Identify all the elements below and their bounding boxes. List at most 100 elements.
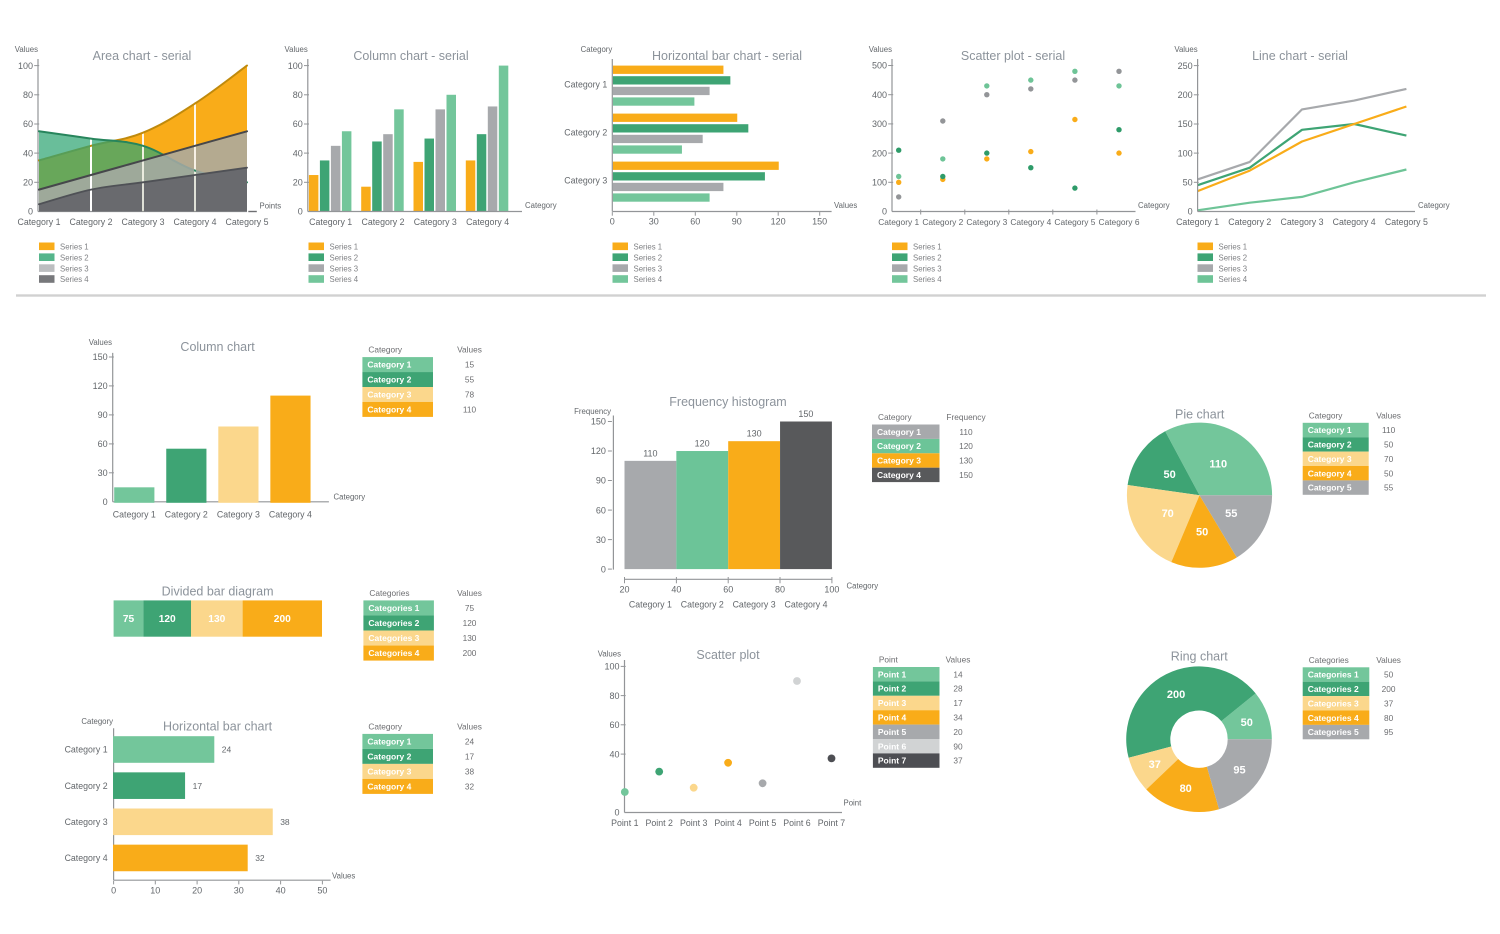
- svg-text:60: 60: [23, 119, 33, 129]
- svg-text:Series 1: Series 1: [330, 243, 359, 252]
- svg-text:110: 110: [463, 405, 477, 415]
- svg-text:Point 4: Point 4: [714, 818, 741, 828]
- svg-text:Point 7: Point 7: [818, 818, 845, 828]
- svg-text:Point 2: Point 2: [646, 818, 673, 828]
- svg-text:Category 2: Category 2: [564, 128, 607, 138]
- svg-text:90: 90: [953, 741, 963, 751]
- svg-text:Category 3: Category 3: [1280, 217, 1323, 227]
- svg-text:Values: Values: [946, 655, 971, 665]
- svg-text:Point 3: Point 3: [878, 698, 907, 708]
- svg-text:Category 5: Category 5: [225, 217, 268, 227]
- svg-text:Category 4: Category 4: [1308, 468, 1352, 478]
- svg-text:Values: Values: [285, 45, 308, 54]
- svg-text:Series 4: Series 4: [330, 275, 359, 284]
- svg-text:Categories 2: Categories 2: [1308, 684, 1359, 694]
- svg-text:50: 50: [1196, 526, 1208, 538]
- svg-text:100: 100: [824, 585, 839, 595]
- svg-text:40: 40: [23, 148, 33, 158]
- svg-text:150: 150: [591, 417, 606, 427]
- svg-text:200: 200: [1382, 684, 1396, 694]
- svg-text:Pie chart: Pie chart: [1175, 408, 1225, 422]
- svg-text:Category: Category: [81, 717, 113, 726]
- svg-text:Values: Values: [598, 650, 621, 659]
- svg-text:50: 50: [317, 886, 327, 896]
- svg-text:Frequency histogram: Frequency histogram: [669, 395, 786, 409]
- svg-text:Point 5: Point 5: [749, 818, 776, 828]
- svg-text:60: 60: [609, 720, 619, 730]
- svg-text:Category 2: Category 2: [165, 510, 208, 520]
- svg-text:Series 4: Series 4: [60, 275, 89, 284]
- svg-text:30: 30: [649, 217, 659, 227]
- svg-text:500: 500: [872, 61, 887, 71]
- svg-text:32: 32: [255, 853, 265, 863]
- svg-text:Category 5: Category 5: [1054, 217, 1095, 227]
- svg-text:Point 1: Point 1: [611, 818, 638, 828]
- svg-text:130: 130: [463, 633, 477, 643]
- svg-text:0: 0: [601, 564, 606, 574]
- svg-text:40: 40: [276, 886, 286, 896]
- svg-text:200: 200: [274, 614, 291, 625]
- svg-text:Ring chart: Ring chart: [1171, 650, 1228, 664]
- svg-text:Series 1: Series 1: [913, 243, 942, 252]
- svg-text:Area chart - serial: Area chart - serial: [93, 49, 192, 63]
- svg-text:Series 4: Series 4: [913, 275, 942, 284]
- svg-text:Column chart - serial: Column chart - serial: [353, 49, 468, 63]
- svg-text:Values: Values: [869, 45, 892, 54]
- svg-text:Scatter plot - serial: Scatter plot - serial: [961, 49, 1065, 63]
- svg-text:50: 50: [1384, 468, 1394, 478]
- svg-text:Category: Category: [525, 201, 557, 210]
- svg-text:150: 150: [1178, 119, 1193, 129]
- svg-text:Category 1: Category 1: [309, 217, 352, 227]
- svg-text:37: 37: [1149, 759, 1161, 771]
- svg-text:120: 120: [771, 217, 786, 227]
- svg-text:100: 100: [604, 662, 619, 672]
- svg-text:Frequency: Frequency: [946, 412, 986, 422]
- svg-text:20: 20: [619, 585, 629, 595]
- svg-text:Category 3: Category 3: [966, 217, 1007, 227]
- svg-text:17: 17: [193, 781, 203, 791]
- svg-text:Category 1: Category 1: [17, 217, 60, 227]
- svg-text:Divided bar diagram: Divided bar diagram: [162, 585, 274, 599]
- svg-text:Categories 1: Categories 1: [368, 603, 419, 613]
- svg-text:32: 32: [465, 782, 475, 792]
- svg-text:Category 2: Category 2: [65, 781, 108, 791]
- svg-text:50: 50: [1384, 440, 1394, 450]
- svg-text:Category 4: Category 4: [173, 217, 216, 227]
- svg-text:Category: Category: [368, 345, 403, 355]
- svg-text:Series 3: Series 3: [60, 264, 89, 273]
- svg-text:60: 60: [596, 505, 606, 515]
- svg-text:Category 1: Category 1: [878, 217, 919, 227]
- svg-text:Category: Category: [878, 412, 913, 422]
- svg-text:Category 3: Category 3: [217, 510, 260, 520]
- svg-text:110: 110: [1382, 425, 1396, 435]
- svg-text:Category 1: Category 1: [367, 737, 411, 747]
- svg-text:90: 90: [98, 410, 108, 420]
- svg-text:60: 60: [293, 119, 303, 129]
- svg-text:Category 1: Category 1: [564, 80, 607, 90]
- svg-text:17: 17: [465, 752, 475, 762]
- svg-text:Category 1: Category 1: [877, 427, 921, 437]
- svg-text:Series 2: Series 2: [60, 253, 89, 262]
- svg-text:70: 70: [1384, 454, 1394, 464]
- svg-text:Column chart: Column chart: [180, 340, 255, 354]
- svg-text:Series 2: Series 2: [634, 253, 663, 262]
- svg-text:Point: Point: [844, 799, 863, 808]
- svg-text:Series 1: Series 1: [60, 243, 89, 252]
- svg-text:Point 5: Point 5: [878, 727, 907, 737]
- svg-text:Values: Values: [457, 721, 482, 731]
- svg-text:78: 78: [465, 390, 475, 400]
- svg-text:80: 80: [23, 90, 33, 100]
- svg-text:20: 20: [293, 178, 303, 188]
- svg-text:110: 110: [643, 448, 657, 458]
- svg-text:0: 0: [298, 207, 303, 217]
- svg-text:150: 150: [812, 217, 827, 227]
- svg-text:60: 60: [690, 217, 700, 227]
- svg-text:Category 3: Category 3: [65, 817, 108, 827]
- svg-text:120: 120: [591, 446, 606, 456]
- svg-text:100: 100: [872, 178, 887, 188]
- svg-text:Point 7: Point 7: [878, 756, 907, 766]
- svg-text:100: 100: [288, 61, 303, 71]
- svg-text:200: 200: [872, 148, 887, 158]
- svg-text:Horizontal bar chart: Horizontal bar chart: [163, 720, 273, 734]
- svg-text:Horizontal bar chart - serial: Horizontal bar chart - serial: [652, 49, 802, 63]
